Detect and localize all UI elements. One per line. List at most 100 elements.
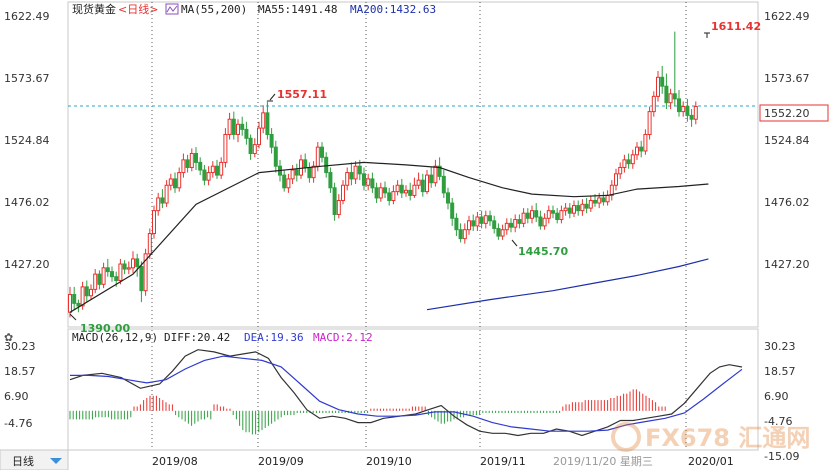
candle-body (509, 222, 513, 228)
price-annotations: 1611.42 1557.11 1445.70 1390.00 (69, 20, 761, 335)
candle-body (639, 146, 644, 152)
candle-body (181, 159, 186, 174)
candle-body (101, 267, 106, 285)
candle-body (114, 276, 119, 282)
candle-body (383, 187, 387, 194)
candle-body (248, 137, 253, 155)
candle-body (72, 293, 77, 304)
left-tick-labels: 1622.49 1573.67 1524.84 1476.02 1427.20 … (4, 10, 50, 430)
candle-body (210, 165, 215, 174)
y-tick-label: 30.23 (4, 340, 36, 353)
low-marker (69, 313, 77, 321)
y-tick-label: -4.76 (764, 415, 792, 428)
candle-body (139, 266, 144, 292)
candle-body (517, 219, 522, 224)
candle-body (147, 233, 152, 255)
y-tick-label: -4.76 (4, 417, 32, 430)
candle-body (185, 159, 190, 168)
candle-body (551, 210, 555, 214)
current-price-box (759, 104, 829, 122)
candle-body (315, 146, 320, 167)
x-axis-labels: 2019/08 2019/09 2019/10 2019/11 2020/01 (152, 455, 734, 468)
candle-body (458, 229, 463, 240)
candle-body (672, 93, 677, 100)
candle-body (521, 212, 526, 224)
candle-body (605, 194, 610, 203)
candle-body (202, 169, 207, 181)
candle-body (110, 271, 114, 278)
x-tick-label: 2019/11 (480, 455, 526, 468)
candle-body (374, 187, 379, 199)
candle-body (425, 174, 429, 193)
candle-body (126, 267, 131, 270)
period-label: <日线> (118, 2, 158, 16)
candle-body (651, 95, 656, 113)
macd-settings-icon[interactable]: ✿ (4, 331, 13, 344)
candle-body (387, 192, 392, 201)
candle-body (433, 165, 438, 184)
candle-body (328, 172, 333, 189)
candle-body (105, 267, 110, 273)
candle-body (294, 169, 299, 176)
ma200-line (426, 258, 709, 311)
right-tick-labels: 1622.49 1573.67 1524.84 1476.02 1427.20 … (764, 10, 810, 463)
local-high-marker (269, 93, 276, 101)
candle-body (492, 220, 497, 229)
candle-body (244, 128, 249, 139)
macd-dea-value: DEA:19.36 (244, 331, 304, 344)
candle-body (223, 133, 228, 163)
candle-body (437, 165, 442, 177)
candle-body (429, 174, 434, 184)
candle-body (231, 118, 236, 135)
candle-body (299, 159, 303, 176)
y-tick-label: 1427.20 (4, 258, 50, 271)
watermark: FX678 汇通网 (611, 422, 810, 452)
candle-body (500, 229, 505, 237)
candle-body (534, 210, 539, 218)
candle-body (622, 159, 627, 168)
candle-body (496, 227, 501, 237)
moving-averages (69, 161, 709, 313)
candle-body (593, 199, 597, 204)
x-tick-label: 2019/08 (152, 455, 198, 468)
candle-body (391, 191, 396, 201)
candle-body (467, 220, 471, 231)
period-button[interactable] (0, 449, 69, 470)
candle-body (93, 273, 98, 290)
candle-body (152, 210, 156, 235)
candle-body (576, 205, 581, 212)
candle-body (479, 216, 484, 224)
chevron-down-icon (50, 458, 62, 464)
local-high-annotation: 1557.11 (277, 88, 327, 101)
y-tick-label: 1573.67 (4, 72, 50, 85)
y-tick-label: -15.09 (764, 450, 799, 463)
candle-body (395, 184, 400, 193)
x-tick-label: 2019/10 (366, 455, 412, 468)
candle-body (290, 169, 295, 180)
candle-body (660, 76, 665, 87)
y-tick-label: 1427.20 (764, 258, 810, 271)
candle-body (420, 179, 425, 193)
cursor-date-readout: 2019/11/20 星期三 (553, 455, 653, 468)
candle-body (546, 210, 551, 219)
macd-diff-line (69, 349, 743, 437)
ma200-value: MA200:1432.63 (350, 3, 436, 16)
macd-legend: ✿ MACD(26,12,9) DIFF:20.42 DEA:19.36 MAC… (4, 331, 373, 344)
candle-body (412, 184, 417, 196)
y-tick-label: 18.57 (764, 365, 796, 378)
macd-plot-frame (67, 328, 759, 451)
candle-body (416, 179, 421, 186)
candle-body (118, 263, 123, 282)
candle-body (336, 199, 341, 215)
candle-body (252, 144, 257, 155)
candle-body (173, 178, 177, 189)
y-tick-label: 1573.67 (764, 72, 810, 85)
candle-body (647, 111, 652, 135)
ma-toggle-glyph (166, 5, 178, 13)
candle-body (601, 197, 606, 203)
candle-body (538, 216, 543, 227)
instrument-name: 现货黄金 (72, 2, 116, 16)
price-plot-frame (67, 1, 759, 328)
candle-body (261, 112, 266, 129)
